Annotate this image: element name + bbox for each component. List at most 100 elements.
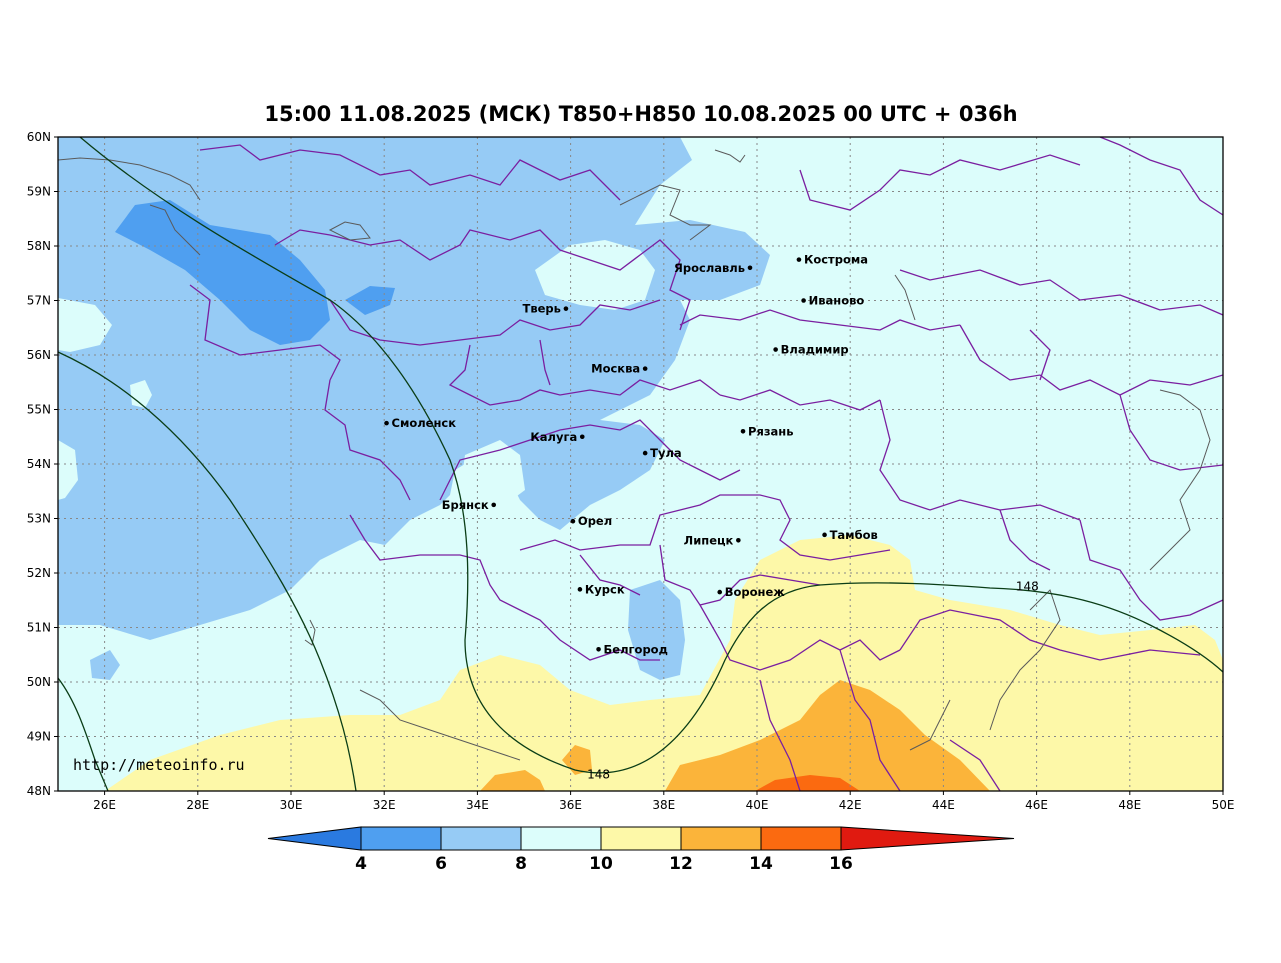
lon-tick-label: 30E xyxy=(280,798,303,812)
coastlines xyxy=(58,149,1211,761)
lon-tick-label: 34E xyxy=(466,798,489,812)
colorbar-under xyxy=(267,826,362,851)
colorbar-segment xyxy=(440,826,522,851)
city-marker: Тула xyxy=(642,446,682,460)
city-label: Брянск xyxy=(442,498,489,512)
city-label: Москва xyxy=(591,362,640,376)
city-marker: Смоленск xyxy=(384,416,456,430)
lat-tick-label: 56N xyxy=(27,348,51,362)
colorbar-segment xyxy=(760,826,842,851)
temp-blob-belgorod xyxy=(628,580,685,680)
city-label: Смоленск xyxy=(392,416,457,430)
lon-tick-label: 40E xyxy=(746,798,769,812)
lon-tick-label: 48E xyxy=(1118,798,1141,812)
city-marker: Воронеж xyxy=(717,585,785,599)
city-dot xyxy=(596,647,601,652)
city-dot xyxy=(570,518,576,524)
city-dot xyxy=(773,347,778,352)
lat-tick-label: 59N xyxy=(27,185,51,199)
colorbar-label: 12 xyxy=(669,854,693,874)
lon-tick-label: 42E xyxy=(839,798,862,812)
temp-band-12-14b xyxy=(480,770,545,791)
city-marker: Белгород xyxy=(596,642,668,656)
lat-tick-label: 53N xyxy=(27,512,51,526)
chart-title: 15:00 11.08.2025 (МСК) T850+H850 10.08.2… xyxy=(264,102,1017,126)
city-label: Тула xyxy=(650,446,682,460)
temp-band-12-14 xyxy=(665,680,990,791)
temp-band-4-6 xyxy=(115,200,330,345)
colorbar-label: 10 xyxy=(589,854,613,874)
city-label: Воронеж xyxy=(725,585,786,599)
city-dot xyxy=(579,434,585,440)
city-label: Ярославль xyxy=(674,261,745,275)
city-dot xyxy=(736,538,741,543)
city-marker: Тамбов xyxy=(822,528,878,542)
city-label: Липецк xyxy=(684,533,734,547)
city-dot xyxy=(822,532,827,538)
city-dot xyxy=(747,265,753,271)
city-marker: Калуга xyxy=(530,430,585,444)
lat-tick-label: 51N xyxy=(27,621,51,635)
city-label: Орел xyxy=(578,514,612,528)
city-marker: Брянск xyxy=(442,498,497,512)
city-marker: Владимир xyxy=(773,343,849,357)
city-marker: Тверь xyxy=(523,302,569,316)
lat-tick-label: 49N xyxy=(27,730,51,744)
city-marker: Кострома xyxy=(796,253,868,267)
colorbar-over xyxy=(840,826,1015,851)
city-label: Тверь xyxy=(523,302,561,316)
temp-band-14-16 xyxy=(755,775,860,791)
colorbar-label: 16 xyxy=(829,854,853,874)
colorbar-label: 8 xyxy=(515,854,527,874)
city-dot xyxy=(717,589,723,595)
lat-tick-label: 48N xyxy=(27,784,51,798)
lon-tick-label: 50E xyxy=(1212,798,1235,812)
city-dot xyxy=(642,450,648,456)
city-label: Калуга xyxy=(530,430,577,444)
city-marker: Иваново xyxy=(801,294,864,308)
watermark-url: http://meteoinfo.ru xyxy=(73,756,245,774)
city-dot xyxy=(384,420,389,426)
colorbar-label: 14 xyxy=(749,854,773,874)
region-borders xyxy=(189,137,1223,791)
lat-tick-label: 57N xyxy=(27,294,51,308)
colorbar-segment xyxy=(520,826,602,851)
lon-tick-label: 46E xyxy=(1025,798,1048,812)
city-label: Рязань xyxy=(748,424,793,438)
colorbar-label: 6 xyxy=(435,854,447,874)
colorbar-segment xyxy=(360,826,442,851)
city-marker: Москва xyxy=(591,362,648,376)
city-dot xyxy=(577,587,583,592)
isoline-labels: 148 148 xyxy=(587,580,1039,782)
city-label: Владимир xyxy=(781,343,849,357)
city-label: Иваново xyxy=(809,294,865,308)
axis-ticks: 26E 28E 30E 32E 34E 36E 38E 40E 42E 44E 46E 48E 50E 6… xyxy=(27,130,1235,812)
city-marker: Рязань xyxy=(740,424,794,438)
city-marker: Липецк xyxy=(684,533,741,547)
lat-tick-label: 54N xyxy=(27,457,51,471)
lon-tick-label: 44E xyxy=(932,798,955,812)
city-marker: Орел xyxy=(570,514,612,528)
temp-hole-west3 xyxy=(58,440,78,500)
city-dot xyxy=(563,306,569,311)
lon-tick-label: 26E xyxy=(93,798,116,812)
temp-hole-tver xyxy=(535,240,655,310)
lon-tick-label: 38E xyxy=(652,798,675,812)
height-isolines xyxy=(58,137,1223,791)
city-dot xyxy=(491,502,497,508)
isoline-label: 148 xyxy=(587,768,610,782)
lat-tick-label: 55N xyxy=(27,403,51,417)
colorbar: 4 6 8 10 12 14 16 xyxy=(267,826,1015,874)
lat-tick-label: 58N xyxy=(27,239,51,253)
lat-tick-label: 52N xyxy=(27,566,51,580)
city-dot xyxy=(801,298,806,303)
city-marker: Ярославль xyxy=(674,261,753,275)
city-dot xyxy=(796,257,802,262)
city-label: Тамбов xyxy=(830,528,878,542)
gridlines xyxy=(58,137,1223,791)
lat-tick-label: 50N xyxy=(27,675,51,689)
temp-hole-west2 xyxy=(130,380,152,408)
colorbar-segment xyxy=(600,826,682,851)
city-label: Курск xyxy=(585,582,625,596)
